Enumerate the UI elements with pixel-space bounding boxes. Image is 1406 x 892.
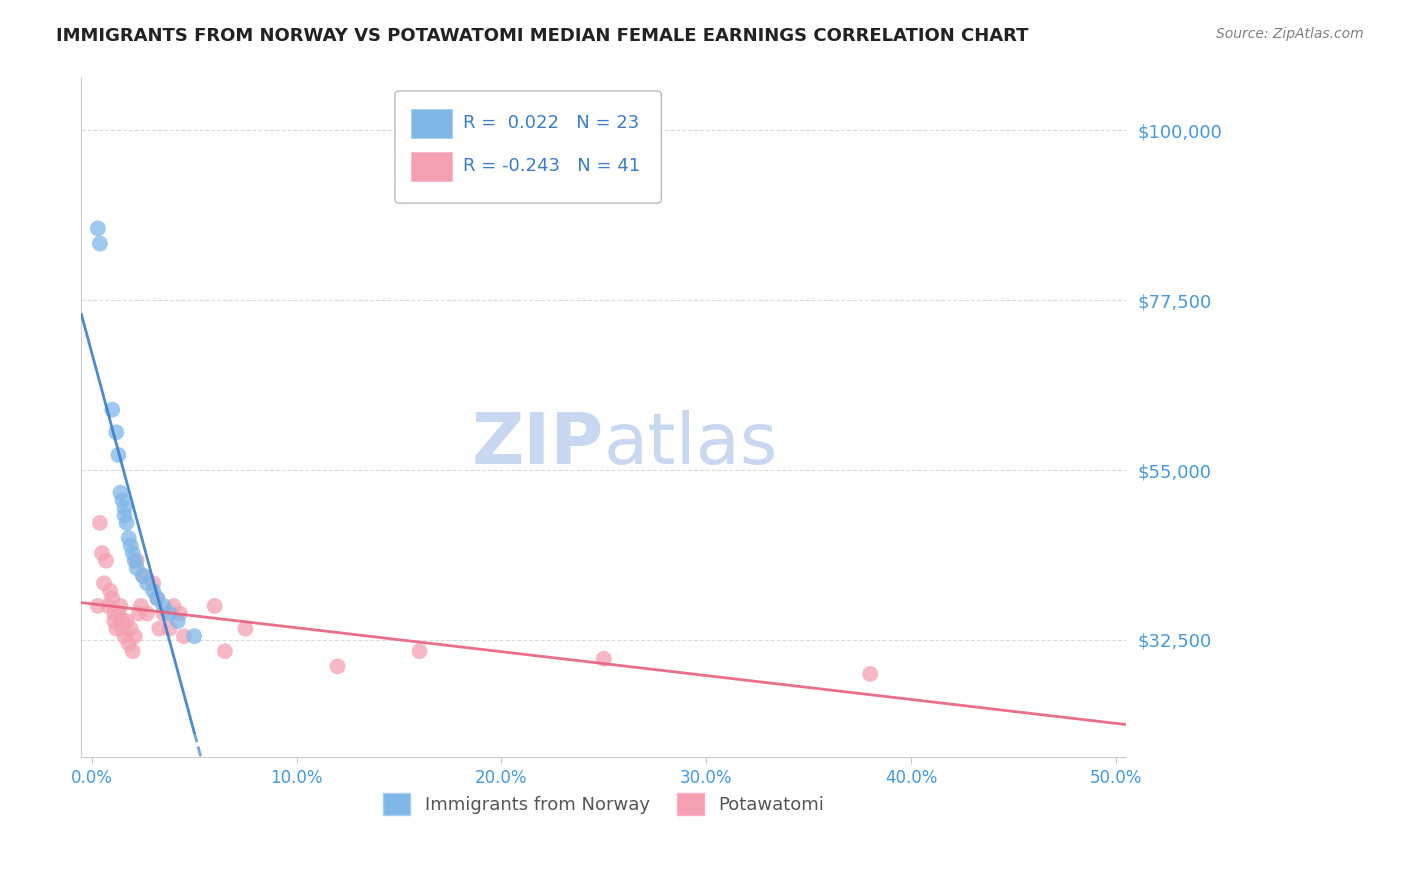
Point (132, 568, 155, 582)
Point (115, 516, 138, 530)
Point (124, 554, 146, 568)
Point (408, 644, 430, 658)
Point (117, 637, 139, 651)
Point (103, 614, 125, 628)
Point (132, 568, 155, 582)
Point (120, 539, 142, 553)
Point (97, 599, 120, 613)
Text: R =  0.022   N = 23: R = 0.022 N = 23 (463, 114, 640, 132)
Point (114, 629, 136, 643)
Point (169, 607, 191, 621)
Text: Source: ZipAtlas.com: Source: ZipAtlas.com (1216, 27, 1364, 41)
Point (114, 500, 136, 515)
Point (94, 554, 117, 568)
Point (89, 516, 111, 530)
Point (146, 591, 169, 606)
Point (214, 644, 236, 658)
Point (111, 493, 134, 508)
Point (142, 583, 165, 598)
Point (89, 236, 111, 251)
Point (152, 607, 174, 621)
Point (166, 614, 188, 628)
Legend: Immigrants from Norway, Potawatomi: Immigrants from Norway, Potawatomi (377, 786, 831, 822)
Point (103, 607, 125, 621)
Point (125, 561, 148, 575)
Point (110, 599, 132, 613)
Point (121, 546, 143, 560)
Point (117, 531, 139, 545)
Point (148, 622, 170, 636)
Text: atlas: atlas (605, 410, 779, 479)
Point (111, 622, 134, 636)
FancyBboxPatch shape (395, 91, 661, 203)
Point (136, 576, 159, 591)
Point (146, 591, 169, 606)
Point (173, 629, 195, 643)
Point (128, 607, 150, 621)
Point (105, 622, 128, 636)
Point (159, 607, 181, 621)
Point (124, 629, 146, 643)
Point (120, 622, 142, 636)
Point (593, 652, 616, 666)
Point (101, 402, 124, 417)
Point (159, 622, 181, 636)
Point (121, 644, 143, 658)
Point (136, 607, 159, 621)
Text: IMMIGRANTS FROM NORWAY VS POTAWATOMI MEDIAN FEMALE EARNINGS CORRELATION CHART: IMMIGRANTS FROM NORWAY VS POTAWATOMI MED… (56, 27, 1029, 45)
Point (326, 659, 349, 673)
Text: R = -0.243   N = 41: R = -0.243 N = 41 (463, 157, 640, 175)
Point (115, 614, 138, 628)
FancyBboxPatch shape (411, 153, 453, 181)
Text: ZIP: ZIP (471, 410, 605, 479)
Point (163, 599, 186, 613)
FancyBboxPatch shape (411, 110, 453, 138)
Point (105, 425, 128, 440)
Point (107, 448, 129, 462)
Point (204, 599, 226, 613)
Point (183, 629, 205, 643)
Point (107, 607, 129, 621)
Point (125, 554, 148, 568)
Point (87, 599, 110, 613)
Point (87, 221, 110, 235)
Point (142, 576, 165, 591)
Point (91, 546, 114, 560)
Point (110, 485, 132, 500)
Point (98, 583, 121, 598)
Point (235, 622, 257, 636)
Point (114, 508, 136, 523)
Point (152, 599, 174, 613)
Point (111, 614, 134, 628)
Point (859, 666, 882, 681)
Point (129, 599, 152, 613)
Point (101, 591, 124, 606)
Point (93, 576, 115, 591)
